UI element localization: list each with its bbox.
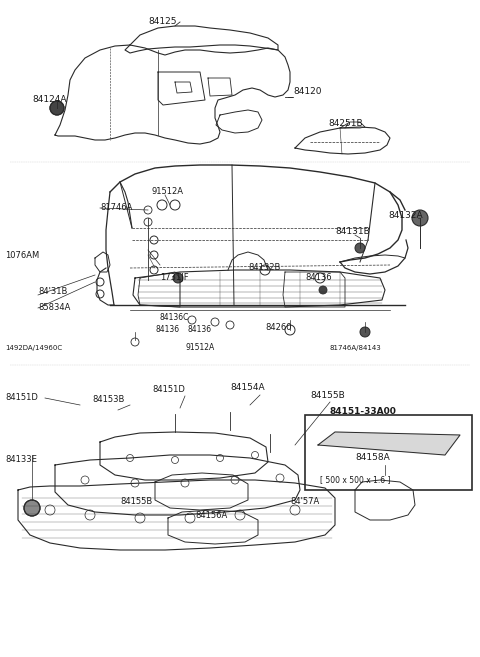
Circle shape	[355, 243, 365, 253]
Text: 84'31B: 84'31B	[38, 288, 67, 296]
Text: 84156A: 84156A	[195, 510, 227, 520]
Text: 84132A: 84132A	[388, 210, 422, 219]
Circle shape	[173, 273, 183, 283]
Text: [ 500 x 500 x 1.6 ]: [ 500 x 500 x 1.6 ]	[320, 476, 391, 484]
Text: 84155B: 84155B	[310, 390, 345, 399]
Text: 84151-33A00: 84151-33A00	[330, 407, 397, 417]
Text: 84136: 84136	[305, 273, 332, 283]
Text: 1076AM: 1076AM	[5, 250, 39, 260]
Text: 84136: 84136	[155, 325, 179, 334]
Text: 84132B: 84132B	[248, 263, 280, 273]
Circle shape	[360, 327, 370, 337]
Text: 91512A: 91512A	[152, 187, 184, 196]
Text: 84251B: 84251B	[328, 120, 362, 129]
Circle shape	[24, 500, 40, 516]
Text: 84124A: 84124A	[32, 95, 67, 104]
Bar	[305, 415, 472, 490]
Text: 84131B: 84131B	[335, 227, 370, 237]
Text: 84136: 84136	[188, 325, 212, 334]
Circle shape	[50, 101, 64, 115]
Text: 84136C: 84136C	[160, 313, 190, 323]
Text: 84155B: 84155B	[120, 497, 152, 507]
Text: 84154A: 84154A	[230, 384, 264, 392]
Text: 85834A: 85834A	[38, 304, 71, 313]
Text: 84'57A: 84'57A	[290, 497, 319, 507]
Text: 91512A: 91512A	[185, 344, 214, 353]
Circle shape	[412, 210, 428, 226]
Text: 81746A: 81746A	[100, 204, 132, 212]
Text: 84151D: 84151D	[152, 386, 185, 394]
Polygon shape	[318, 432, 460, 455]
Text: 84125: 84125	[148, 18, 177, 26]
Text: 1492DA/14960C: 1492DA/14960C	[5, 345, 62, 351]
Text: 84133E: 84133E	[5, 455, 37, 464]
Text: 84120: 84120	[293, 87, 322, 97]
Circle shape	[319, 286, 327, 294]
Text: 84158A: 84158A	[355, 453, 390, 463]
Text: 84260: 84260	[265, 323, 291, 332]
Text: 84153B: 84153B	[92, 396, 124, 405]
Text: 1731JF: 1731JF	[160, 273, 189, 283]
Text: 84151D: 84151D	[5, 394, 38, 403]
Text: 81746A/84143: 81746A/84143	[330, 345, 382, 351]
